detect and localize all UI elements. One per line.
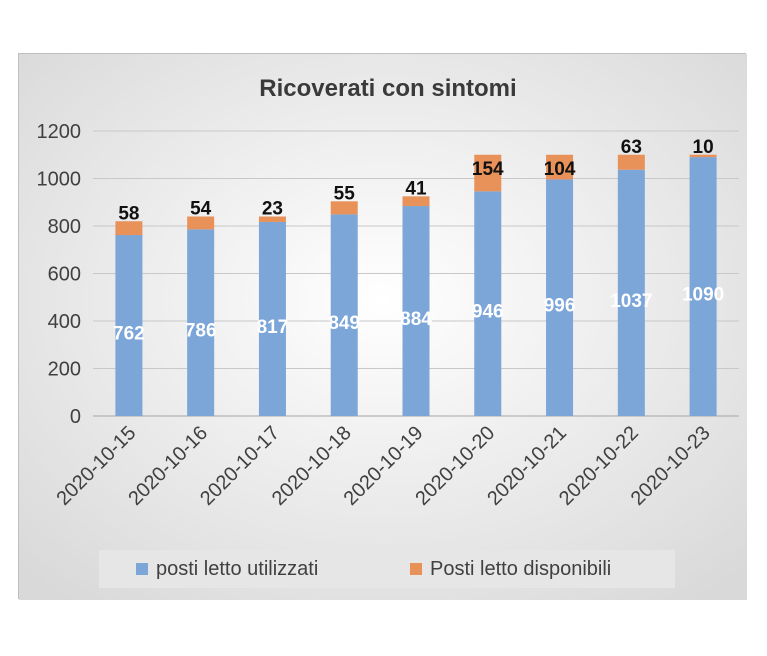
data-label: 23 bbox=[262, 199, 283, 220]
legend-box bbox=[99, 550, 675, 588]
bar-segment bbox=[689, 154, 717, 158]
data-label: 154 bbox=[472, 159, 504, 180]
data-label: 104 bbox=[544, 159, 576, 180]
data-label: 58 bbox=[118, 203, 139, 224]
chart-title: Ricoverati con sintomi bbox=[259, 75, 516, 102]
data-label: 762 bbox=[113, 324, 145, 345]
bar-segment bbox=[617, 169, 645, 416]
legend-label: Posti letto disponibili bbox=[430, 558, 611, 580]
y-tick-label: 0 bbox=[70, 406, 81, 428]
data-label: 849 bbox=[328, 313, 360, 334]
data-labels: 762 58 786 54 817 23 849 55 884 41 946 154 996 104 103… bbox=[113, 137, 724, 345]
y-tick-label: 800 bbox=[48, 216, 81, 238]
bar-segment bbox=[689, 157, 717, 416]
bar-segment bbox=[546, 179, 574, 416]
bar-segment bbox=[115, 221, 143, 236]
stacked-bar-chart: Ricoverati con sintomi 0 200 400 600 800 1000… bbox=[19, 54, 747, 600]
data-label: 10 bbox=[693, 137, 714, 158]
bar-segment bbox=[330, 201, 358, 215]
data-label: 55 bbox=[334, 183, 356, 204]
bar-segment bbox=[187, 216, 215, 230]
y-tick-label: 200 bbox=[48, 359, 81, 381]
bar-segment bbox=[474, 154, 502, 192]
legend-label: posti letto utilizzati bbox=[156, 558, 318, 580]
bar-segment bbox=[474, 191, 502, 416]
data-label: 946 bbox=[472, 302, 504, 323]
bar-segment bbox=[546, 154, 574, 180]
data-label: 786 bbox=[185, 321, 217, 342]
data-label: 996 bbox=[544, 296, 576, 317]
legend-swatch bbox=[136, 563, 148, 575]
data-label: 41 bbox=[405, 178, 427, 199]
bar-segment bbox=[258, 221, 286, 416]
bar-segment bbox=[402, 196, 430, 207]
data-label: 1090 bbox=[682, 285, 724, 306]
y-tick-label: 1000 bbox=[37, 169, 82, 191]
data-label: 54 bbox=[190, 199, 212, 220]
legend-swatch bbox=[410, 563, 422, 575]
legend: posti letto utilizzati Posti letto dispon… bbox=[99, 550, 675, 588]
bar-segment bbox=[330, 214, 358, 416]
y-tick-label: 600 bbox=[48, 264, 81, 286]
data-label: 63 bbox=[621, 137, 642, 158]
data-label: 884 bbox=[400, 309, 432, 330]
y-tick-label: 1200 bbox=[37, 121, 82, 143]
bar-segment bbox=[402, 206, 430, 416]
chart-frame: Ricoverati con sintomi 0 200 400 600 800 1000… bbox=[18, 53, 747, 600]
bar-segment bbox=[187, 229, 215, 416]
bars bbox=[115, 154, 717, 416]
bar-segment bbox=[258, 216, 286, 222]
y-tick-label: 400 bbox=[48, 311, 81, 333]
data-label: 817 bbox=[257, 317, 289, 338]
bar-segment bbox=[617, 154, 645, 170]
y-axis-tick-labels: 0 200 400 600 800 1000 1200 bbox=[37, 121, 82, 428]
bar-segment bbox=[115, 235, 143, 416]
data-label: 1037 bbox=[610, 291, 652, 312]
